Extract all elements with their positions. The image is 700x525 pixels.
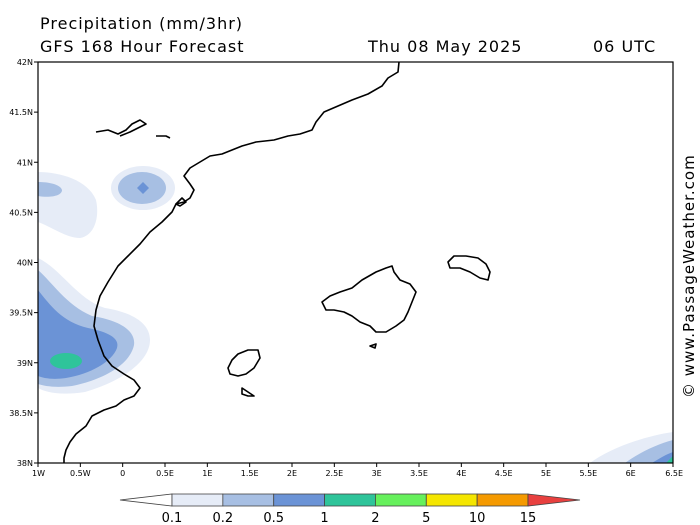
lon-tick-label: 2.5E [325,469,343,478]
precip-area-medium [38,182,62,197]
legend-color-cell [171,493,224,507]
lat-tick-label: 39.5N [9,309,33,318]
forecast-date: Thu 08 May 2025 [368,37,523,56]
legend-color-cell [425,493,478,507]
lat-tick-label: 38.5N [9,409,33,418]
forecast-time: 06 UTC [593,37,657,56]
precip-area-intense [666,456,673,463]
legend-label: 0.5 [263,511,284,525]
precip-area-intense [50,353,82,369]
precip-area-heavy [652,452,673,463]
lat-tick-label: 40.5N [9,208,33,217]
lon-tick-label: 5E [541,469,551,478]
legend-color-cell [527,493,581,507]
map-frame [37,61,674,464]
lon-tick-label: 3.5E [410,469,428,478]
lon-tick-label: 5.5E [579,469,597,478]
legend-color-cell [273,493,325,507]
lat-tick-label: 40N [17,259,33,268]
mountains-north-a [95,119,147,137]
legend-label: 5 [422,511,430,525]
lon-tick-label: 0 [120,469,125,478]
lat-tick-label: 41N [17,158,33,167]
precip-area-medium [625,440,673,463]
menorca-island [447,255,491,281]
legend-color-cell [476,493,529,507]
lon-tick-label: 4.5E [495,469,513,478]
lon-tick-label: 4E [456,469,466,478]
mountains-north-b [156,135,171,139]
lon-tick-label: 1E [202,469,212,478]
map-title: Precipitation (mm/3hr) [40,14,244,33]
legend-color-cell [119,493,173,507]
mallorca-island [321,265,417,333]
latitude-ticks: 42N 41.5N 41N 40.5N 40N 39.5N 39N 38.5N 38N [9,58,38,468]
legend-label: 2 [371,511,379,525]
lon-tick-label: 6.5E [665,469,683,478]
lon-tick-label: 1W [32,469,45,478]
spain-coastline [63,62,400,463]
lon-tick-label: 1.5E [241,469,259,478]
lat-tick-label: 41.5N [9,108,33,117]
lon-tick-label: 6E [626,469,636,478]
legend-label: 1 [320,511,328,525]
precipitation-legend: 0.1 0.2 0.5 1 2 5 10 15 [119,493,581,525]
legend-label: 0.2 [213,511,234,525]
lon-tick-label: 0.5E [156,469,174,478]
lat-tick-label: 38N [17,459,33,468]
cabrera-island [369,343,377,349]
legend-color-cell [222,493,275,507]
legend-label: 15 [520,511,537,525]
coastlines [63,62,491,463]
legend-label: 0.1 [162,511,183,525]
lon-tick-label: 0.5W [70,469,91,478]
ibiza-island [227,349,261,377]
lat-tick-label: 39N [17,359,33,368]
delta-coast [175,197,187,207]
legend-color-cell [324,493,376,507]
longitude-ticks: 1W 0.5W 0 0.5E 1E 1.5E 2E 2.5E 3E 3.5E 4E 4.5E 5E 5.5… [32,463,683,478]
precip-area-light [38,172,98,238]
legend-color-cell [375,493,427,507]
lon-tick-label: 2E [287,469,297,478]
lon-tick-label: 3E [372,469,382,478]
map-subtitle: GFS 168 Hour Forecast [40,37,245,56]
precipitation-field [38,166,673,463]
precip-area-heavy [137,182,149,194]
legend-label: 10 [469,511,486,525]
formentera-island [241,387,255,397]
lat-tick-label: 42N [17,58,33,67]
